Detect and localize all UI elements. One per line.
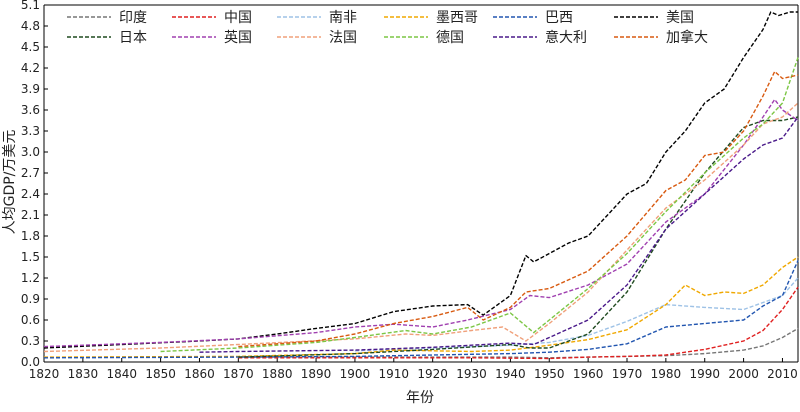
series-line-5 [43, 260, 799, 359]
y-tick-label: 4.2 [21, 61, 40, 75]
x-tick-label: 1960 [573, 367, 604, 381]
x-tick-label: 1870 [223, 367, 254, 381]
x-tick-label: 1840 [106, 367, 137, 381]
y-tick-label: 3.0 [21, 145, 40, 159]
x-tick-label: 1940 [495, 367, 526, 381]
y-tick-label: 0.6 [21, 313, 40, 327]
y-tick-label: 4.5 [21, 40, 40, 54]
series-line-12 [238, 70, 799, 348]
axes: 0.0 0.3 0.6 0.9 1.2 1.5 1.8 2.1 2.4 2.7 3.0 3.3 3.6 3… [21, 0, 799, 381]
legend-label: 意大利 [545, 29, 587, 46]
x-tick-label: 1950 [534, 367, 565, 381]
series-line-2 [238, 286, 799, 360]
y-tick-label: 2.1 [21, 208, 40, 222]
legend-label: 中国 [224, 10, 252, 26]
legend-label: 印度 [119, 10, 147, 26]
x-tick-label: 1970 [612, 367, 643, 381]
y-axis-title: 人均GDP/万美元 [2, 130, 18, 235]
y-tick-label: 3.6 [21, 103, 40, 117]
legend-label: 墨西哥 [436, 10, 478, 26]
legend-label: 英国 [224, 29, 252, 46]
legend-label: 美国 [666, 10, 694, 26]
y-tick-label: 0.9 [21, 292, 40, 306]
x-tick-label: 1990 [689, 367, 720, 381]
y-tick-label: 1.8 [21, 229, 40, 243]
series-line-11 [199, 116, 799, 353]
y-tick-label: 3.9 [21, 82, 40, 96]
x-tick-label: 2000 [728, 367, 759, 381]
legend-label: 巴西 [545, 10, 573, 26]
x-tick-label: 1880 [262, 367, 293, 381]
x-tick-label: 1920 [417, 367, 448, 381]
series-line-9 [43, 102, 799, 353]
x-tick-label: 1930 [456, 367, 487, 381]
legend-label: 南非 [329, 10, 357, 26]
x-tick-label: 1860 [184, 367, 215, 381]
x-tick-label: 1890 [301, 367, 332, 381]
plot-lines [43, 11, 799, 360]
x-tick-label: 1900 [340, 367, 371, 381]
x-tick-label: 1980 [651, 367, 682, 381]
x-tick-label: 1850 [145, 367, 176, 381]
series-line-8 [43, 98, 799, 348]
y-tick-label: 2.7 [21, 166, 40, 180]
series-line-6 [43, 11, 798, 349]
x-tick-label: 2010 [767, 367, 798, 381]
legend-label: 德国 [436, 30, 464, 46]
x-axis-title: 年份 [406, 390, 434, 406]
y-tick-label: 0.3 [21, 334, 40, 348]
x-tick-label: 1830 [68, 367, 99, 381]
y-tick-label: 1.2 [21, 271, 40, 285]
legend-label: 加拿大 [666, 29, 708, 46]
y-tick-label: 0.0 [21, 355, 40, 369]
series-line-7 [238, 116, 799, 358]
y-tick-label: 1.5 [21, 250, 40, 264]
series-line-4 [43, 256, 799, 358]
legend-label: 法国 [329, 30, 357, 46]
series-line-10 [160, 57, 799, 353]
y-tick-label: 4.8 [21, 19, 40, 33]
y-tick-label: 3.3 [21, 124, 40, 138]
y-tick-label: 5.1 [21, 0, 40, 12]
legend-label: 日本 [119, 30, 147, 46]
x-tick-label: 1820 [29, 367, 60, 381]
x-tick-label: 1910 [379, 367, 410, 381]
y-tick-label: 2.4 [21, 187, 40, 201]
